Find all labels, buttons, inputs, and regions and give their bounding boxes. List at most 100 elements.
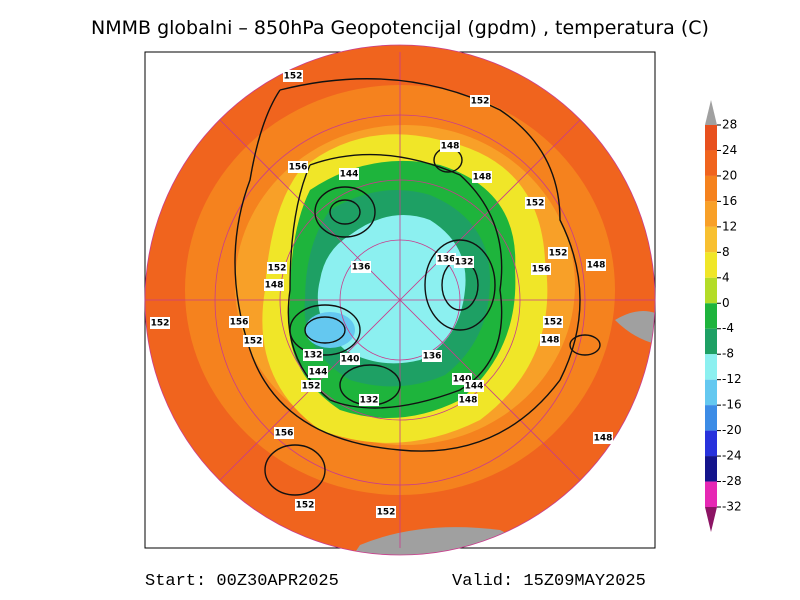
colorbar-swatch bbox=[705, 354, 717, 380]
contour-label-box bbox=[436, 253, 456, 265]
contour-label: 148 bbox=[265, 281, 284, 291]
contour-label-box bbox=[593, 432, 613, 444]
contour-label: 152 bbox=[544, 318, 563, 328]
contour-label-box bbox=[308, 366, 328, 378]
contour-label: 148 bbox=[594, 434, 613, 444]
contour-label: 152 bbox=[244, 337, 263, 347]
contour-label-box bbox=[464, 380, 484, 392]
contour-label-box bbox=[339, 168, 359, 180]
contour-label-box bbox=[274, 427, 294, 439]
colorbar-tick-label: 0 bbox=[722, 296, 730, 310]
contour-label: 132 bbox=[360, 396, 379, 406]
contour-label-box bbox=[267, 262, 287, 274]
colorbar-tick-label: 28 bbox=[722, 118, 737, 132]
contour-label-box bbox=[470, 95, 490, 107]
contour-label: 148 bbox=[587, 261, 606, 271]
contour-label: 148 bbox=[541, 336, 560, 346]
colorbar-tick-label: 16 bbox=[722, 194, 737, 208]
contour-label: 152 bbox=[549, 249, 568, 259]
graticule bbox=[144, 44, 656, 556]
contour-label-box bbox=[454, 256, 474, 268]
colorbar-tick-label: -12 bbox=[722, 372, 742, 386]
contour-label: 152 bbox=[377, 508, 396, 518]
contour-label-box bbox=[359, 394, 379, 406]
colorbar-swatch bbox=[705, 303, 717, 329]
contour-label-box bbox=[543, 316, 563, 328]
colorbar-swatch bbox=[705, 405, 717, 431]
contour-label: 152 bbox=[151, 319, 170, 329]
contour-label-box bbox=[458, 394, 478, 406]
colorbar-swatch bbox=[705, 125, 717, 151]
contour-label: 148 bbox=[441, 142, 460, 152]
geopotential-contours bbox=[234, 78, 601, 496]
colorbar-swatch bbox=[705, 481, 717, 507]
contour-label-box bbox=[295, 499, 315, 511]
contour-label: 132 bbox=[304, 351, 323, 361]
contour-label-box bbox=[303, 349, 323, 361]
contour-label-box bbox=[586, 259, 606, 271]
contour-label-box bbox=[525, 197, 545, 209]
contour-label: 152 bbox=[284, 72, 303, 82]
valid-time: Valid: 15Z09MAY2025 bbox=[452, 572, 646, 591]
colorbar-tick-label: 24 bbox=[722, 143, 737, 157]
contour-label-box bbox=[422, 350, 442, 362]
contour-label: 152 bbox=[471, 97, 490, 107]
contour-label: 152 bbox=[302, 382, 321, 392]
contour-label-box bbox=[243, 335, 263, 347]
colorbar-under bbox=[705, 507, 717, 532]
contour-label: 144 bbox=[465, 382, 484, 392]
colorbar-swatch bbox=[705, 277, 717, 304]
contour-label-box bbox=[301, 380, 321, 392]
contour-label: 144 bbox=[309, 368, 328, 378]
colorbar-tick-label: -28 bbox=[722, 474, 742, 488]
contour-label: 152 bbox=[268, 264, 287, 274]
contour-label: 148 bbox=[473, 173, 492, 183]
contour-label-box bbox=[340, 353, 360, 365]
colorbar-tick-label: 8 bbox=[722, 245, 730, 259]
contour-label: 156 bbox=[289, 163, 308, 173]
contour-label: 152 bbox=[526, 199, 545, 209]
start-time: Start: 00Z30APR2025 bbox=[145, 572, 339, 591]
contour-label-box bbox=[531, 263, 551, 275]
contour-label: 140 bbox=[341, 355, 360, 365]
contour-label: 156 bbox=[275, 429, 294, 439]
contour-label-box bbox=[288, 161, 308, 173]
contour-label: 144 bbox=[340, 170, 359, 180]
contour-label: 152 bbox=[296, 501, 315, 511]
map-title: NMMB globalni – 850hPa Geopotencijal (gp… bbox=[91, 17, 709, 39]
colorbar-tick-label: -20 bbox=[722, 423, 742, 437]
colorbar-swatch bbox=[705, 150, 717, 176]
colorbar-tick-label: -8 bbox=[722, 347, 734, 361]
colorbar-swatch bbox=[705, 379, 717, 406]
colorbar-swatch bbox=[705, 226, 717, 253]
colorbar-tick-label: -24 bbox=[722, 449, 742, 463]
colorbar-swatch bbox=[705, 430, 717, 457]
contour-label-box bbox=[376, 506, 396, 518]
colorbar-tick-label: -32 bbox=[722, 500, 742, 514]
contour-label-box bbox=[440, 140, 460, 152]
contour-label: 136 bbox=[352, 263, 371, 273]
contour-label: 148 bbox=[459, 396, 478, 406]
contour-label-box bbox=[264, 279, 284, 291]
contour-label-box bbox=[548, 247, 568, 259]
contour-label: 136 bbox=[423, 352, 442, 362]
contour-label: 156 bbox=[532, 265, 551, 275]
colorbar-over bbox=[705, 100, 717, 125]
colorbar-tick-label: 20 bbox=[722, 168, 737, 182]
contour-label-box bbox=[150, 317, 170, 329]
contour-label: 156 bbox=[230, 318, 249, 328]
colorbar-swatch bbox=[705, 456, 717, 482]
contour-label: 140 bbox=[453, 375, 472, 385]
contour-label-box bbox=[351, 261, 371, 273]
colorbar-tick-label: 4 bbox=[722, 270, 730, 284]
colorbar-tick-label: 12 bbox=[722, 219, 737, 233]
colorbar-swatch bbox=[705, 201, 717, 227]
colorbar-swatch bbox=[705, 328, 717, 355]
contour-label: 136 bbox=[437, 255, 456, 265]
colorbar-swatch bbox=[705, 175, 717, 202]
contour-label-box bbox=[283, 70, 303, 82]
contour-label-box bbox=[472, 171, 492, 183]
colorbar-swatch bbox=[705, 252, 717, 278]
contour-label-box bbox=[229, 316, 249, 328]
